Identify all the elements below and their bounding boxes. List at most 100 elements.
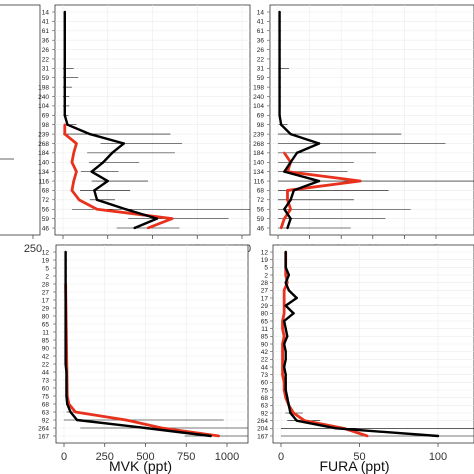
data-point-black [111,151,114,155]
y-tick-label: 68 [261,395,269,402]
data-point-black [283,170,286,173]
data-point-black [292,312,295,315]
data-point-black [282,319,286,323]
data-point-black [436,434,440,438]
data-point-red [75,142,78,145]
panel-frame [55,244,249,444]
data-point-black [63,20,66,23]
panels: 2500501001502001441613626223159198240104… [0,4,474,474]
data-point-black [284,258,287,261]
data-point-black [64,322,67,326]
data-point-black [287,289,291,292]
data-point-black [64,362,67,366]
y-tick-label: 167 [257,433,268,440]
y-tick-label: 14 [257,9,265,16]
x-tick-label: 250 [96,451,114,463]
y-tick-label: 204 [257,426,268,433]
data-point-black [278,29,281,32]
y-tick-label: 268 [253,141,264,148]
data-point-black [278,114,281,117]
data-point-black [295,151,299,155]
y-tick-label: 80 [261,311,269,318]
y-tick-label: 28 [261,280,269,287]
y-tick-label: 46 [257,225,265,232]
data-point-black [64,354,67,358]
y-tick-label: 26 [257,47,265,54]
y-tick-label: 12 [42,249,50,256]
data-point-red [77,198,81,202]
y-tick-label: 73 [42,377,50,384]
data-point-red [281,327,284,330]
x-tick-label: 1000 [215,451,239,463]
data-point-red [286,189,289,192]
y-tick-label: 36 [257,37,265,44]
y-tick-label: 44 [42,369,50,376]
data-point-red [63,132,66,136]
data-point-black [63,95,66,98]
data-point-red [72,151,75,155]
y-tick-label: 19 [261,257,269,264]
data-point-black [65,394,68,398]
y-tick-label: 59 [257,75,265,82]
data-point-black [64,274,67,278]
x-axis-label: MVK (ppt) [109,458,172,474]
data-point-black [284,350,287,353]
data-point-red [282,335,286,338]
y-tick-label: 31 [257,66,265,73]
data-point-black [93,189,96,192]
data-point-black [155,217,159,220]
data-point-black [278,76,281,79]
data-point-red [286,198,289,202]
x-tick-label: 0 [278,451,284,463]
data-point-black [278,38,281,42]
y-tick-label: 80 [42,313,50,320]
y-tick-label: 69 [257,113,265,120]
data-point-red [74,410,77,414]
panel-frame [0,4,41,236]
data-point-black [106,179,109,183]
x-tick-label: 750 [177,451,195,463]
y-tick-label: 63 [42,409,50,416]
data-point-black [289,161,292,164]
y-tick-label: 65 [42,321,50,328]
y-tick-label: 134 [38,169,49,176]
data-point-black [286,396,289,399]
x-axis-label: FURA (ppt) [319,458,389,474]
y-tick-label: 198 [38,84,49,91]
data-point-red [63,123,66,126]
data-point-black [292,189,295,192]
y-tick-label: 90 [261,341,269,348]
data-point-red [358,179,362,183]
data-point-black [278,95,281,98]
series-line-red [63,124,174,230]
x-tick-label: 50 [353,451,365,463]
y-tick-label: 264 [257,418,268,425]
y-tick-label: 104 [38,103,49,110]
y-tick-label: 240 [38,94,49,101]
y-tick-label: 60 [42,385,50,392]
data-point-red [282,296,286,300]
data-point-black [63,38,66,42]
data-point-red [70,189,74,192]
data-point-black [286,335,289,338]
data-point-black [287,404,291,407]
data-point-black [63,67,66,70]
y-tick-label: 98 [257,122,265,129]
data-point-black [64,338,67,342]
data-point-red [170,217,174,220]
y-tick-label: 92 [261,410,269,417]
y-tick-label: 11 [42,329,49,336]
data-point-black [133,226,136,230]
data-point-black [66,402,69,406]
series-line-black [64,252,211,438]
data-point-black [75,418,79,422]
data-point-black [63,57,66,61]
y-tick-label: 104 [253,103,264,110]
data-point-black [209,434,212,438]
data-point-black [284,266,287,269]
data-point-black [65,370,68,374]
data-point-red [146,226,150,230]
y-tick-label: 198 [253,84,264,91]
data-point-black [284,373,287,376]
data-point-black [289,198,292,202]
